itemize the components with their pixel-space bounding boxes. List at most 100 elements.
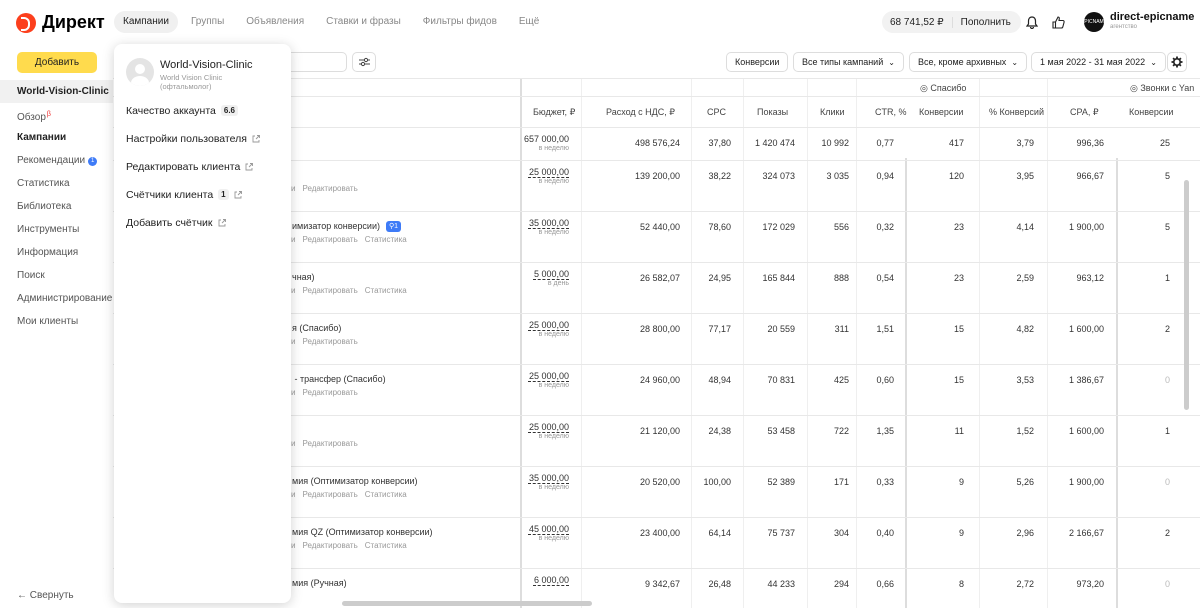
- campaign-action-1[interactable]: Редактировать: [302, 388, 358, 397]
- date-range-select[interactable]: 1 мая 2022 - 31 мая 2022 ⌄: [1031, 52, 1166, 72]
- budget-value[interactable]: 25 000,00: [528, 371, 569, 381]
- header-cpc[interactable]: CPC: [707, 107, 727, 117]
- tab-more[interactable]: Ещё: [518, 16, 540, 27]
- tab-feed-filters[interactable]: Фильтры фидов: [422, 16, 497, 27]
- budget-value[interactable]: 35 000,00: [528, 218, 569, 228]
- cell-clicks: 10 992: [821, 138, 849, 148]
- campaign-name-text: …мия (Ручная): [283, 578, 347, 588]
- sidebar-client[interactable]: World-Vision-Clinic: [0, 80, 113, 103]
- header-ctr[interactable]: CTR, %: [875, 107, 907, 117]
- bell-icon[interactable]: [1022, 12, 1042, 32]
- sidebar-item-search[interactable]: Поиск: [0, 264, 113, 287]
- user-settings-link[interactable]: Настройки пользователя: [126, 133, 260, 146]
- budget-value[interactable]: 6 000,00: [533, 575, 569, 585]
- budget-value[interactable]: 25 000,00: [528, 320, 569, 330]
- sidebar-item-statistics[interactable]: Статистика: [0, 172, 113, 195]
- campaign-action-1[interactable]: Редактировать: [302, 490, 358, 499]
- table-row[interactable]: 5 000,00 в день 26 582,07 24,95 165 844 888 0,…: [113, 263, 1200, 314]
- campaign-name[interactable]: …имизатор конверсии) ⚲1: [283, 221, 402, 232]
- budget-value[interactable]: 35 000,00: [528, 473, 569, 483]
- cell-cpc: 78,60: [708, 222, 731, 232]
- tab-groups[interactable]: Группы: [190, 16, 225, 27]
- campaign-name[interactable]: …мия QZ (Оптимизатор конверсии): [283, 527, 433, 537]
- tab-campaigns[interactable]: Кампании: [114, 11, 178, 33]
- status-select[interactable]: Все, кроме архивных ⌄: [909, 52, 1028, 72]
- sidebar-item-recommendations[interactable]: Рекомендации 1: [0, 149, 113, 172]
- table-row[interactable]: 25 000,00 в неделю 28 800,00 77,17 20 559 311…: [113, 314, 1200, 365]
- table-row[interactable]: 35 000,00 в неделю 52 440,00 78,60 172 029 55…: [113, 212, 1200, 263]
- header-conversion-pct[interactable]: % Конверсий: [989, 107, 1044, 117]
- table-row[interactable]: 35 000,00 в неделю 20 520,00 100,00 52 389 17…: [113, 467, 1200, 518]
- tab-bids[interactable]: Ставки и фразы: [326, 16, 401, 27]
- yandex-direct-logo[interactable]: Директ: [16, 12, 105, 33]
- budget-value[interactable]: 25 000,00: [528, 422, 569, 432]
- header-cpa[interactable]: CPA, ₽: [1070, 107, 1099, 117]
- campaign-action-1[interactable]: Редактировать: [302, 235, 358, 244]
- cell-spend: 139 200,00: [634, 171, 680, 181]
- header-spend[interactable]: Расход с НДС, ₽: [606, 107, 675, 117]
- campaign-name[interactable]: …чная): [283, 272, 315, 282]
- sidebar-item-campaigns[interactable]: Кампании: [0, 126, 113, 149]
- tab-ads[interactable]: Объявления: [246, 16, 305, 27]
- campaign-search-input[interactable]: [290, 52, 347, 72]
- campaign-action-2[interactable]: Статистика: [364, 541, 407, 550]
- campaign-name[interactable]: …мия (Оптимизатор конверсии): [283, 476, 418, 486]
- budget-value[interactable]: 25 000,00: [528, 167, 569, 177]
- account-menu[interactable]: EPICNAME direct-epicname агентство: [1081, 12, 1194, 32]
- campaign-action-1[interactable]: Редактировать: [302, 184, 358, 193]
- campaign-name[interactable]: … - трансфер (Спасибо): [283, 374, 386, 384]
- conversions-filter[interactable]: Конверсии: [726, 52, 789, 72]
- client-counters-link[interactable]: Счётчики клиента 1: [126, 189, 242, 202]
- account-quality-link[interactable]: Качество аккаунта 6.6: [126, 105, 238, 117]
- cell-conv: 8: [958, 579, 964, 589]
- vertical-scrollbar[interactable]: [1184, 180, 1189, 410]
- campaign-action-2[interactable]: Статистика: [364, 235, 407, 244]
- add-button[interactable]: Добавить: [17, 52, 97, 73]
- filter-settings-icon[interactable]: [352, 52, 376, 72]
- collapse-sidebar-button[interactable]: ← Свернуть: [17, 590, 74, 601]
- campaign-action-2[interactable]: Статистика: [364, 490, 407, 499]
- column-line: [691, 78, 692, 608]
- campaign-action-1[interactable]: Редактировать: [302, 337, 358, 346]
- edit-client-link[interactable]: Редактировать клиента: [126, 161, 254, 174]
- header-conversions[interactable]: Конверсии: [919, 107, 964, 117]
- header-conversions-calls[interactable]: Конверсии: [1129, 107, 1174, 117]
- gear-icon[interactable]: [1167, 52, 1187, 72]
- campaign-types-select[interactable]: Все типы кампаний ⌄: [793, 52, 904, 72]
- header-impressions[interactable]: Показы: [757, 107, 789, 117]
- column-divider: [905, 158, 907, 608]
- header-budget[interactable]: Бюджет, ₽: [533, 107, 576, 117]
- cell-impressions: 1 420 474: [754, 138, 795, 148]
- sidebar-item-admin[interactable]: Администрирование: [0, 287, 113, 310]
- counters-count: 1: [218, 189, 229, 200]
- sidebar-item-my-clients[interactable]: Мои клиенты: [0, 310, 113, 333]
- sidebar-item-overview[interactable]: Обзорβ: [0, 103, 113, 126]
- header-clicks[interactable]: Клики: [820, 107, 845, 117]
- balance-amount: 68 741,52 ₽: [882, 16, 953, 28]
- horizontal-scrollbar[interactable]: [342, 601, 592, 606]
- add-counter-link[interactable]: Добавить счётчик: [126, 217, 226, 230]
- budget-value[interactable]: 5 000,00: [533, 269, 569, 279]
- campaign-name[interactable]: …мия (Ручная): [283, 578, 347, 588]
- topup-button[interactable]: Пополнить: [960, 16, 1011, 28]
- cell-ctr: 0,66: [876, 579, 894, 589]
- campaign-action-1[interactable]: Редактировать: [302, 541, 358, 550]
- cell-cpa: 963,12: [1076, 273, 1104, 283]
- cell-conv2: 2: [1164, 528, 1170, 538]
- campaign-name[interactable]: …я (Спасибо): [283, 323, 341, 333]
- budget-value[interactable]: 45 000,00: [528, 524, 569, 534]
- sidebar-item-library[interactable]: Библиотека: [0, 195, 113, 218]
- campaign-name-text: … - трансфер (Спасибо): [283, 374, 386, 384]
- cell-ctr: 0,54: [876, 273, 894, 283]
- campaign-action-1[interactable]: Редактировать: [302, 286, 358, 295]
- table-row[interactable]: 6 000,00 9 342,67 26,48 44 233 294 0,66 8 2,72 9…: [113, 569, 1200, 608]
- sidebar-item-info[interactable]: Информация: [0, 241, 113, 264]
- sidebar-item-tools[interactable]: Инструменты: [0, 218, 113, 241]
- thumbs-up-icon[interactable]: [1048, 12, 1068, 32]
- cell-conv-pct: 3,79: [1016, 138, 1034, 148]
- campaign-action-2[interactable]: Статистика: [364, 286, 407, 295]
- cell-spend: 28 800,00: [639, 324, 680, 334]
- campaign-action-1[interactable]: Редактировать: [302, 439, 358, 448]
- cell-conv: 11: [954, 426, 964, 436]
- cell-spend: 20 520,00: [639, 477, 680, 487]
